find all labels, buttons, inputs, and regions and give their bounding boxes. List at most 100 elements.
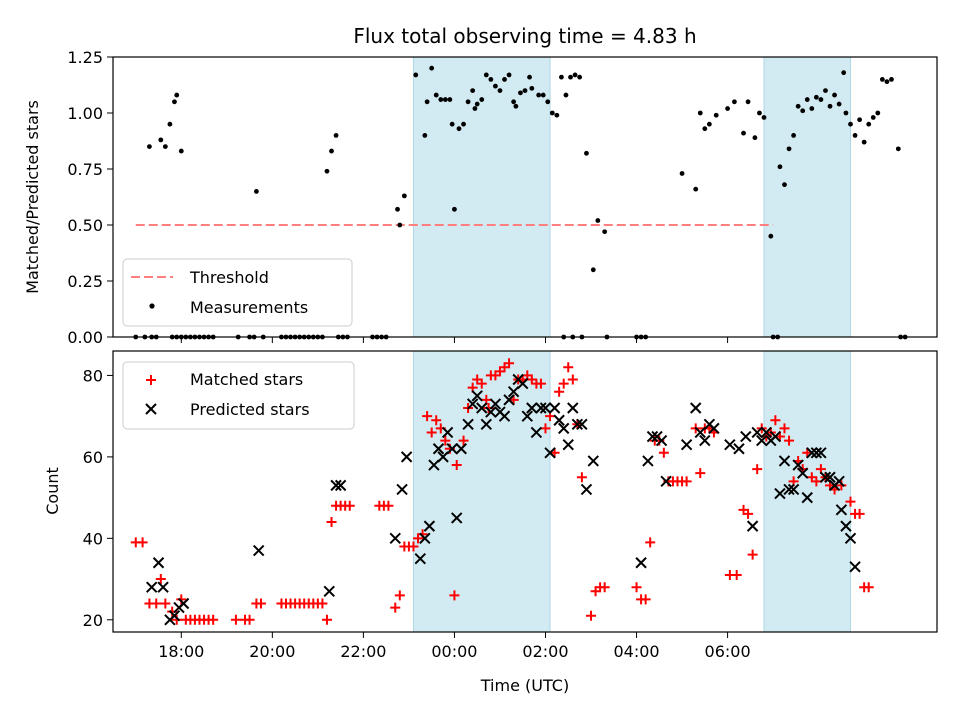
matched-star-point — [451, 460, 462, 471]
predicted-star-point — [810, 447, 823, 459]
measurement-point — [804, 97, 810, 102]
matched-star-point — [458, 435, 469, 446]
predicted-star-point — [485, 406, 497, 418]
predicted-star-point — [806, 447, 818, 459]
predicted-star-point — [746, 520, 759, 532]
top-y-tick-label: 0.25 — [67, 272, 103, 291]
measurement-point — [545, 99, 551, 105]
legend-measurements-label: Measurements — [190, 298, 308, 317]
top-axes-frame — [112, 56, 938, 338]
matched-star-point — [440, 435, 451, 446]
predicted-star-point — [498, 410, 511, 422]
measurement-point — [602, 229, 608, 235]
measurement-point — [502, 77, 507, 82]
predicted-star-point — [849, 561, 861, 573]
matched-star-point — [645, 537, 656, 548]
predicted-star-point — [733, 443, 745, 455]
predicted-star-point — [660, 475, 672, 488]
bottom-legend-box — [122, 361, 355, 430]
matched-star-point — [743, 508, 754, 519]
matched-star-point — [422, 411, 433, 422]
measurement-point — [702, 126, 708, 132]
matched-star-point — [431, 415, 442, 426]
matched-star-point — [155, 574, 166, 585]
predicted-star-point — [690, 402, 702, 414]
measurement-point — [461, 121, 466, 127]
top-legend-box — [122, 258, 353, 327]
top-y-ticks: 0.00 0.25 0.50 0.75 1.00 1.25 — [67, 48, 113, 347]
measurement-point — [452, 206, 457, 212]
measurement-point — [861, 139, 867, 145]
matched-star-point — [417, 529, 428, 540]
measurement-point — [497, 88, 503, 93]
measurement-point — [813, 94, 819, 100]
matched-star-point — [160, 598, 171, 609]
measurement-point — [449, 121, 455, 127]
measurement-point — [595, 218, 601, 223]
predicted-star-point — [419, 532, 431, 545]
x-tick-label: 02:00 — [522, 642, 568, 661]
predicted-star-point — [168, 610, 181, 622]
bottom-y-tick-label: 20 — [83, 611, 103, 630]
predicted-star-point — [571, 418, 584, 431]
matched-star-point — [640, 594, 651, 605]
measurement-point — [777, 164, 783, 170]
predicted-star-point — [471, 390, 483, 402]
measurement-point — [324, 168, 330, 174]
measurement-point — [832, 92, 837, 98]
predicted-star-point — [680, 438, 693, 451]
predicted-star-point — [252, 544, 265, 557]
measurement-point — [527, 74, 532, 80]
measurement-point — [554, 112, 560, 118]
measurement-point — [429, 65, 435, 71]
matched-star-point — [476, 378, 487, 389]
predicted-star-point — [774, 487, 786, 500]
matched-star-point — [567, 374, 578, 385]
measurement-point — [870, 115, 876, 120]
matched-star-point — [695, 468, 706, 479]
predicted-star-point — [462, 418, 474, 431]
top-y-tick-label: 0.75 — [67, 160, 103, 179]
x-tick-label: 04:00 — [613, 642, 659, 661]
predicted-star-point — [824, 471, 836, 483]
predicted-star-point — [576, 418, 588, 431]
predicted-star-point — [724, 438, 736, 451]
matched-star-point — [504, 358, 515, 369]
measurement-point — [254, 189, 259, 194]
matched-star-point — [658, 447, 669, 458]
matched-stars-points — [130, 358, 874, 625]
predicted-star-point — [760, 426, 772, 439]
matched-star-point — [383, 500, 394, 511]
measurement-point — [725, 106, 730, 111]
measurement-point — [791, 133, 796, 138]
predicted-star-point — [455, 443, 467, 455]
predicted-star-point — [466, 398, 479, 410]
matched-star-point — [540, 423, 551, 434]
matched-star-point — [811, 476, 822, 487]
matched-star-point — [344, 500, 355, 511]
measurement-point — [752, 135, 758, 141]
measurement-point — [559, 74, 564, 80]
predicted-star-point — [844, 532, 857, 545]
measurement-point — [800, 108, 806, 114]
matched-star-point — [208, 614, 219, 625]
measurement-point — [732, 99, 737, 105]
measurement-point — [483, 72, 489, 78]
bottom-y-axis-label: Count — [43, 467, 62, 515]
matched-star-point — [863, 582, 874, 593]
measurement-point — [889, 77, 894, 82]
measurement-point — [843, 110, 849, 116]
top-legend: Threshold Measurements — [122, 258, 353, 327]
x-tick-label: 20:00 — [249, 642, 295, 661]
matched-star-point — [558, 378, 569, 389]
matched-star-point — [408, 541, 419, 552]
measurement-point — [456, 126, 462, 132]
top-x-ticks — [180, 337, 729, 343]
matched-star-point — [586, 610, 597, 621]
legend-predicted-swatch — [145, 403, 157, 415]
measurement-point — [795, 103, 801, 109]
measurement-point — [162, 144, 168, 150]
measurement-point — [518, 90, 523, 96]
bottom-y-tick-label: 40 — [83, 529, 103, 548]
predicted-star-point — [835, 504, 848, 516]
